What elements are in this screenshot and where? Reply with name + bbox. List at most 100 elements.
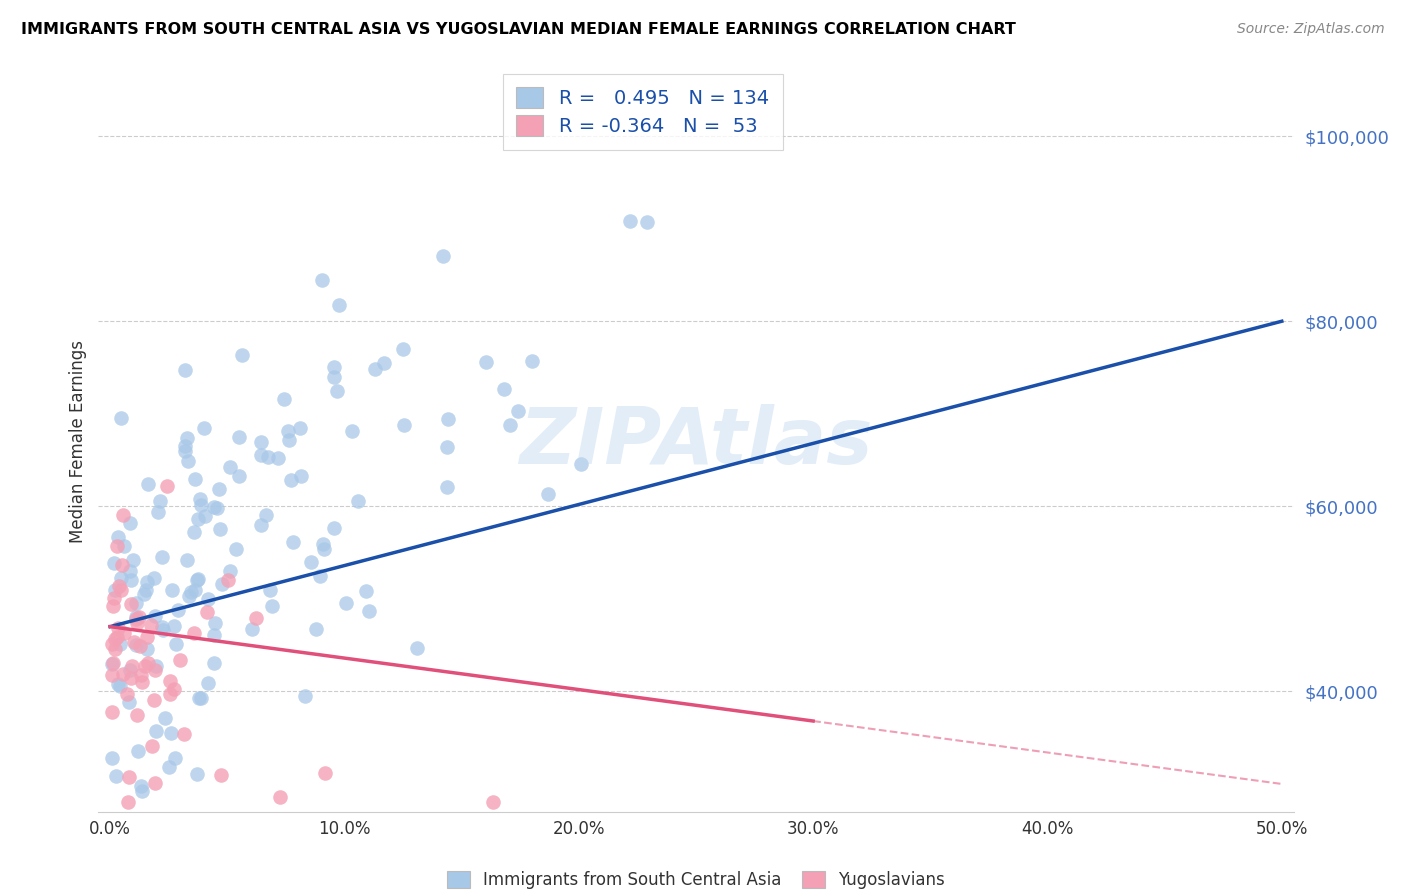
Point xyxy=(492,382,515,396)
Point xyxy=(323,521,346,535)
Point xyxy=(136,656,159,670)
Point xyxy=(101,656,124,670)
Point xyxy=(120,564,142,578)
Point xyxy=(129,668,152,682)
Point xyxy=(111,558,134,573)
Point xyxy=(314,542,336,557)
Point xyxy=(143,571,166,585)
Y-axis label: Median Female Earnings: Median Female Earnings xyxy=(69,340,87,543)
Point xyxy=(219,460,242,475)
Point xyxy=(176,553,198,567)
Point xyxy=(174,363,197,377)
Point xyxy=(166,603,188,617)
Point xyxy=(392,342,415,356)
Point xyxy=(218,564,240,578)
Point xyxy=(260,599,283,614)
Point xyxy=(165,750,187,764)
Text: IMMIGRANTS FROM SOUTH CENTRAL ASIA VS YUGOSLAVIAN MEDIAN FEMALE EARNINGS CORRELA: IMMIGRANTS FROM SOUTH CENTRAL ASIA VS YU… xyxy=(21,22,1017,37)
Point xyxy=(186,573,208,587)
Point xyxy=(322,370,344,384)
Point xyxy=(209,768,232,782)
Point xyxy=(187,511,209,525)
Point xyxy=(131,674,153,689)
Point xyxy=(121,659,143,673)
Point xyxy=(136,641,159,656)
Point xyxy=(183,525,205,540)
Point xyxy=(340,424,363,438)
Point xyxy=(118,695,141,709)
Point xyxy=(217,573,239,587)
Point xyxy=(506,404,529,418)
Point xyxy=(132,587,155,601)
Point xyxy=(195,605,218,619)
Point xyxy=(636,215,658,229)
Point xyxy=(273,392,295,406)
Point xyxy=(283,535,305,549)
Point xyxy=(436,480,458,494)
Point xyxy=(156,479,179,493)
Point xyxy=(436,440,458,454)
Point xyxy=(481,796,503,810)
Point xyxy=(155,711,177,725)
Point xyxy=(129,639,152,653)
Point xyxy=(173,727,195,741)
Point xyxy=(187,572,209,586)
Point xyxy=(373,356,395,370)
Point xyxy=(110,582,132,597)
Point xyxy=(143,609,166,624)
Point xyxy=(211,577,233,591)
Point xyxy=(135,583,157,598)
Point xyxy=(105,540,128,554)
Point xyxy=(145,776,167,790)
Point xyxy=(536,487,558,501)
Point xyxy=(314,765,336,780)
Point xyxy=(101,751,124,765)
Point xyxy=(326,384,349,398)
Point xyxy=(250,448,273,462)
Point xyxy=(177,590,200,604)
Point xyxy=(364,361,387,376)
Legend: Immigrants from South Central Asia, Yugoslavians: Immigrants from South Central Asia, Yugo… xyxy=(440,864,952,892)
Point xyxy=(120,663,142,677)
Point xyxy=(569,457,592,471)
Point xyxy=(125,612,148,626)
Point xyxy=(266,450,288,465)
Point xyxy=(129,779,152,793)
Point xyxy=(277,424,299,438)
Point xyxy=(101,637,124,651)
Point xyxy=(125,638,148,652)
Point xyxy=(150,549,173,564)
Point xyxy=(165,637,187,651)
Point xyxy=(118,516,141,531)
Point xyxy=(139,618,162,632)
Point xyxy=(122,635,145,649)
Point xyxy=(127,615,149,630)
Point xyxy=(103,599,125,614)
Point xyxy=(136,477,159,491)
Point xyxy=(108,680,131,694)
Point xyxy=(111,508,134,522)
Point xyxy=(290,468,312,483)
Point xyxy=(277,433,299,447)
Point xyxy=(110,572,132,586)
Point xyxy=(104,769,127,783)
Point xyxy=(305,622,328,636)
Point xyxy=(105,630,128,644)
Point xyxy=(188,491,211,506)
Point xyxy=(145,659,167,673)
Point xyxy=(110,410,132,425)
Point xyxy=(197,591,219,606)
Point xyxy=(112,625,135,640)
Point xyxy=(269,789,291,804)
Point xyxy=(202,628,225,642)
Point xyxy=(163,619,186,633)
Point xyxy=(127,744,149,758)
Point xyxy=(354,584,377,599)
Point xyxy=(208,522,231,536)
Point xyxy=(107,530,129,544)
Point xyxy=(259,583,281,598)
Point xyxy=(202,500,225,515)
Point xyxy=(186,766,208,780)
Point xyxy=(131,783,153,797)
Point xyxy=(288,421,311,435)
